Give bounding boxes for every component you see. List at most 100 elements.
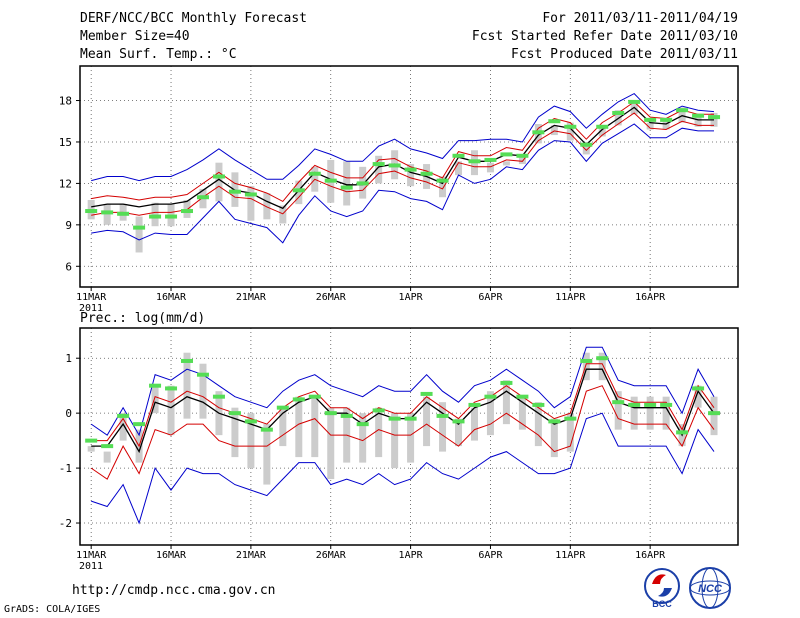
min-line bbox=[91, 123, 714, 244]
y-tick-label: 15 bbox=[59, 136, 72, 149]
observation-marker bbox=[85, 438, 98, 443]
observation-marker bbox=[324, 178, 337, 183]
ensemble-box bbox=[375, 407, 383, 458]
website-url[interactable]: http://cmdp.ncc.cma.gov.cn bbox=[72, 583, 276, 598]
observation-marker bbox=[644, 402, 657, 407]
observation-marker bbox=[420, 391, 433, 396]
ensemble-mean-line bbox=[91, 106, 714, 210]
x-tick-label: 21MAR bbox=[236, 550, 267, 561]
observation-marker bbox=[308, 171, 321, 176]
refer-date-label: Fcst Started Refer Date 2011/03/10 bbox=[471, 29, 738, 44]
observation-marker bbox=[244, 419, 257, 424]
ensemble-box bbox=[534, 402, 542, 447]
observation-marker bbox=[101, 210, 114, 215]
ensemble-box bbox=[87, 446, 95, 452]
observation-marker bbox=[133, 225, 146, 230]
observation-marker bbox=[692, 386, 705, 391]
observation-marker bbox=[580, 142, 593, 147]
ensemble-box bbox=[630, 396, 638, 430]
ensemble-box bbox=[135, 216, 143, 253]
ensemble-box bbox=[263, 424, 271, 485]
panel-frame bbox=[79, 327, 739, 546]
upper-spread-line bbox=[91, 101, 714, 203]
bcc-logo-icon: BCC bbox=[644, 568, 680, 609]
ensemble-box bbox=[550, 418, 558, 458]
x-tick-label: 16MAR bbox=[156, 550, 187, 561]
x-tick-label: 11APR bbox=[555, 550, 586, 561]
ensemble-box bbox=[614, 391, 622, 430]
x-tick-label: 26MAR bbox=[316, 550, 347, 561]
observation-marker bbox=[580, 358, 593, 363]
observation-marker bbox=[420, 171, 433, 176]
observation-marker bbox=[500, 152, 513, 157]
panel-frame bbox=[79, 65, 739, 288]
ensemble-box bbox=[470, 407, 478, 441]
panel-1: 6 9 12 15 18 11MAR 16MAR 21MAR 26MAR 1APR 6APR 11AP… bbox=[59, 65, 739, 314]
observation-marker bbox=[244, 192, 257, 197]
observation-marker bbox=[404, 416, 417, 421]
y-tick-label: 9 bbox=[65, 219, 72, 232]
observation-marker bbox=[292, 397, 305, 402]
ensemble-box bbox=[295, 396, 303, 458]
ensemble-box bbox=[582, 352, 590, 381]
x-tick-label: 11MAR bbox=[76, 292, 107, 303]
observation-marker bbox=[212, 174, 225, 179]
observation-marker bbox=[276, 405, 289, 410]
ncc-logo-text: NCC bbox=[698, 583, 723, 595]
y-tick-label: 6 bbox=[65, 260, 72, 273]
observation-marker bbox=[548, 119, 561, 124]
ensemble-box bbox=[502, 380, 510, 425]
y-tick-label: 0 bbox=[65, 407, 72, 420]
year-label: 2011 bbox=[79, 303, 103, 314]
observation-marker bbox=[516, 394, 529, 399]
observation-marker bbox=[356, 181, 369, 186]
ensemble-box bbox=[598, 126, 606, 137]
ensemble-box bbox=[694, 114, 702, 127]
ensemble-box bbox=[439, 176, 447, 198]
x-tick-label: 1APR bbox=[399, 292, 424, 303]
ensemble-box bbox=[502, 161, 510, 166]
ensemble-box bbox=[103, 204, 111, 225]
observation-marker bbox=[564, 416, 577, 421]
observation-marker bbox=[117, 211, 130, 216]
observation-marker bbox=[596, 124, 609, 129]
x-tick-label: 16APR bbox=[635, 292, 666, 303]
observation-marker bbox=[516, 153, 529, 158]
observation-marker bbox=[388, 163, 401, 168]
observation-marker bbox=[468, 159, 481, 164]
ensemble-box bbox=[263, 193, 271, 220]
year-label: 2011 bbox=[79, 561, 103, 572]
observation-marker bbox=[165, 386, 178, 391]
observation-marker bbox=[292, 188, 305, 193]
ensemble-box bbox=[439, 402, 447, 452]
min-line bbox=[91, 412, 715, 525]
produced-date-label: Fcst Produced Date 2011/03/11 bbox=[511, 47, 738, 62]
grads-credit: GrADS: COLA/IGES bbox=[4, 604, 101, 615]
observation-marker bbox=[228, 189, 241, 194]
observation-marker bbox=[692, 113, 705, 118]
observation-marker bbox=[708, 115, 721, 120]
ensemble-box bbox=[550, 125, 558, 136]
ensemble-box bbox=[327, 407, 335, 480]
observation-marker bbox=[532, 402, 545, 407]
x-tick-label: 11MAR bbox=[76, 550, 107, 561]
observation-marker bbox=[484, 157, 497, 162]
ensemble-box bbox=[662, 119, 670, 130]
top-panel-variable-label: Mean Surf. Temp.: °C bbox=[80, 47, 237, 62]
x-tick-label: 1APR bbox=[399, 550, 424, 561]
observation-marker bbox=[356, 422, 369, 427]
ensemble-box bbox=[694, 385, 702, 408]
ensemble-box bbox=[486, 391, 494, 436]
observation-marker bbox=[228, 411, 241, 416]
ensemble-box bbox=[566, 122, 574, 141]
observation-marker bbox=[340, 185, 353, 190]
ensemble-box bbox=[486, 162, 494, 173]
ensemble-box bbox=[423, 396, 431, 447]
observation-marker bbox=[676, 430, 689, 435]
observation-marker bbox=[165, 214, 178, 219]
y-tick-label: 18 bbox=[59, 95, 72, 108]
ensemble-box bbox=[247, 186, 255, 221]
ensemble-box bbox=[582, 141, 590, 155]
max-line bbox=[91, 92, 715, 182]
ensemble-box bbox=[455, 418, 463, 447]
